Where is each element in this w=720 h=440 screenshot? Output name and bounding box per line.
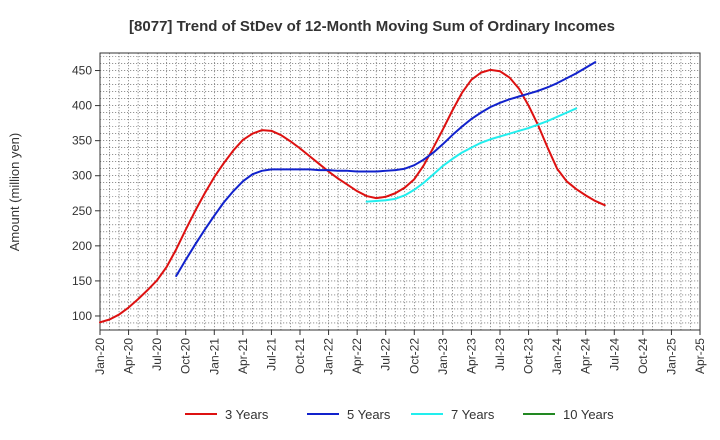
plot-frame (99, 52, 701, 331)
x-tick-label: Apr-22 (350, 338, 364, 374)
series-line-3-years (99, 68, 606, 324)
y-axis-title: Amount (million yen) (7, 133, 22, 252)
y-tick-label: 350 (72, 134, 92, 148)
x-tick-label: Jul-21 (264, 338, 278, 371)
x-tick-label: Jul-20 (150, 338, 164, 371)
x-tick-label: Jan-20 (93, 338, 107, 375)
series-line-5-years (175, 61, 597, 277)
legend-label-5-years: 5 Years (347, 407, 391, 422)
x-tick-label: Jul-23 (493, 338, 507, 371)
x-tick-label: Jan-25 (664, 338, 678, 375)
y-tick-label: 100 (72, 309, 92, 323)
y-tick-label: 250 (72, 204, 92, 218)
legend-label-7-years: 7 Years (451, 407, 495, 422)
y-tick-label: 200 (72, 239, 92, 253)
x-tick-label: Apr-21 (236, 338, 250, 374)
chart-title: [8077] Trend of StDev of 12-Month Moving… (129, 18, 615, 35)
x-tick-label: Jan-22 (322, 338, 336, 375)
x-tick-label: Jul-24 (607, 338, 621, 371)
x-tick-label: Apr-20 (122, 338, 136, 374)
x-tick-label: Oct-21 (293, 338, 307, 374)
legend: 3 Years 5 Years 7 Years 10 Years (185, 407, 614, 422)
series-line-7-years (365, 107, 578, 203)
plot-area: 100 150 200 250 300 350 400 450 Jan-20 Apr-20 Jul-… (72, 52, 707, 375)
x-tick-label: Jan-23 (436, 338, 450, 375)
x-tick-label: Apr-24 (579, 338, 593, 374)
legend-label-10-years: 10 Years (563, 407, 614, 422)
x-tick-label: Oct-24 (636, 338, 650, 374)
y-tick-label: 300 (72, 169, 92, 183)
x-tick-label: Oct-22 (407, 338, 421, 374)
y-tick-label: 450 (72, 64, 92, 78)
y-tick-label: 400 (72, 99, 92, 113)
x-tick-label: Oct-23 (522, 338, 536, 374)
x-tick-label: Oct-20 (179, 338, 193, 374)
x-tick-label: Jan-21 (207, 338, 221, 375)
x-tick-label: Jan-24 (550, 338, 564, 375)
x-tick-label: Apr-23 (464, 338, 478, 374)
x-tick-label: Apr-25 (693, 338, 707, 374)
y-tick-label: 150 (72, 274, 92, 288)
legend-label-3-years: 3 Years (225, 407, 269, 422)
x-tick-label: Jul-22 (379, 338, 393, 371)
